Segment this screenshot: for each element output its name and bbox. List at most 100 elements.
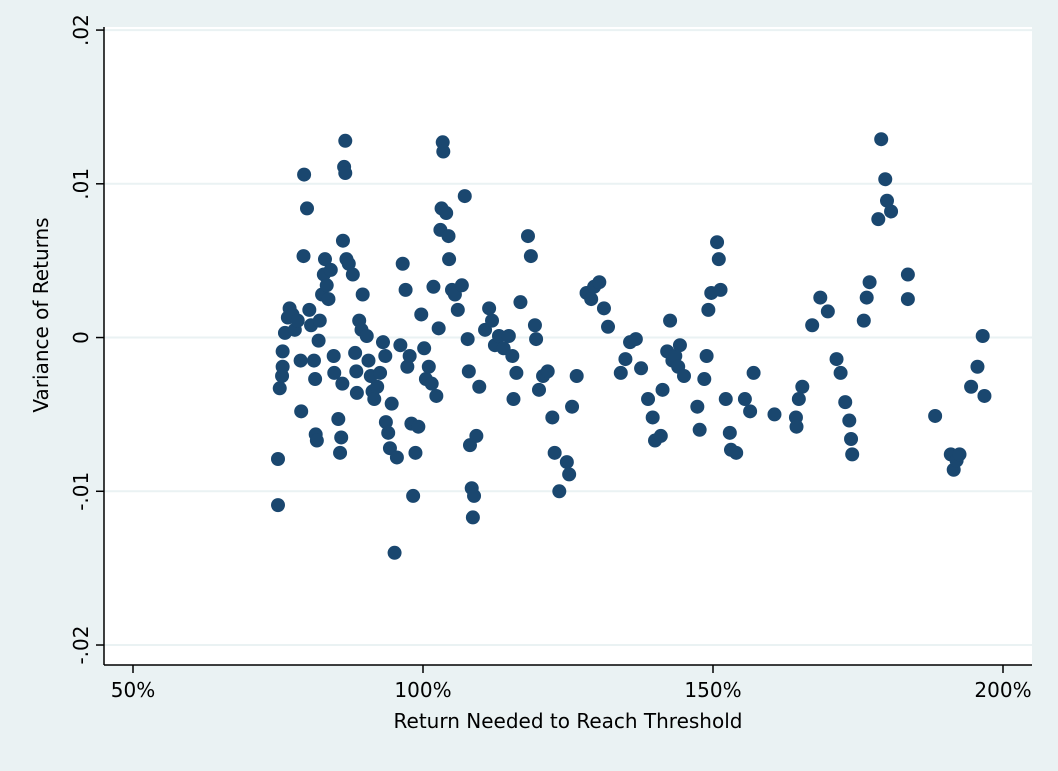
y-tick-label: 0	[69, 331, 93, 344]
point	[584, 292, 599, 307]
point	[491, 329, 506, 344]
x-tick-label: 200%	[974, 678, 1031, 702]
point	[441, 229, 456, 244]
point	[791, 392, 806, 407]
point	[389, 450, 404, 465]
point	[450, 302, 465, 317]
point	[884, 204, 899, 219]
point	[312, 313, 327, 328]
point	[737, 392, 752, 407]
point	[975, 329, 990, 344]
point	[795, 379, 810, 394]
point	[789, 419, 804, 434]
point	[323, 262, 338, 277]
point	[402, 348, 417, 363]
plot-area	[104, 27, 1032, 665]
point	[321, 292, 336, 307]
point	[370, 379, 385, 394]
x-tick-label: 50%	[111, 678, 155, 702]
point	[333, 445, 348, 460]
point	[767, 407, 782, 422]
point	[387, 545, 402, 560]
point	[540, 364, 555, 379]
point	[838, 395, 853, 410]
point	[345, 267, 360, 282]
point	[672, 338, 687, 353]
point	[569, 368, 584, 383]
point	[436, 144, 451, 159]
point	[618, 352, 633, 367]
x-axis-title: Return Needed to Reach Threshold	[394, 709, 743, 733]
y-axis-title: Variance of Returns	[29, 217, 53, 412]
point	[878, 172, 893, 187]
point	[668, 348, 683, 363]
point	[565, 399, 580, 414]
point	[880, 193, 894, 208]
point	[395, 256, 410, 271]
point	[442, 252, 457, 267]
point	[845, 447, 860, 462]
point	[634, 361, 649, 376]
point	[859, 290, 874, 305]
point	[701, 302, 716, 317]
point	[900, 267, 915, 282]
point	[417, 341, 432, 356]
point	[384, 396, 399, 411]
point	[293, 353, 308, 368]
point	[645, 410, 660, 425]
point	[613, 365, 628, 380]
point	[641, 392, 656, 407]
point	[829, 352, 844, 367]
point	[628, 332, 643, 347]
point	[426, 279, 441, 294]
point	[552, 484, 567, 499]
point	[472, 379, 487, 394]
y-tick-label: -.02	[69, 625, 93, 664]
point	[294, 404, 309, 419]
point	[532, 382, 546, 397]
point	[373, 365, 388, 380]
point	[290, 313, 305, 328]
point	[341, 256, 356, 271]
y-tick-label: .01	[69, 168, 93, 200]
point	[378, 415, 393, 430]
point	[414, 307, 429, 322]
point	[833, 365, 848, 380]
point	[393, 338, 408, 353]
point	[331, 412, 346, 427]
point	[461, 364, 476, 379]
point	[711, 252, 726, 267]
point	[722, 425, 737, 440]
point	[743, 404, 758, 419]
point	[375, 335, 390, 350]
point	[559, 455, 574, 470]
point	[309, 433, 324, 448]
point	[677, 368, 691, 383]
point	[411, 419, 426, 434]
point	[431, 321, 446, 336]
point	[429, 388, 444, 403]
point	[506, 392, 521, 407]
point	[348, 345, 363, 360]
y-tick-label: -.01	[69, 472, 93, 511]
point	[699, 348, 714, 363]
point	[308, 372, 323, 387]
point	[545, 410, 560, 425]
point	[275, 344, 290, 359]
point	[601, 319, 616, 334]
point	[862, 275, 877, 290]
point	[275, 359, 290, 374]
point	[596, 301, 611, 316]
point	[718, 392, 733, 407]
point	[349, 364, 364, 379]
point	[485, 313, 500, 328]
point	[400, 359, 415, 374]
point	[271, 498, 285, 513]
point	[302, 302, 317, 317]
point	[398, 282, 413, 297]
point	[406, 488, 421, 503]
y-tick-label: .02	[69, 14, 93, 46]
point	[729, 445, 744, 460]
point	[361, 353, 376, 368]
